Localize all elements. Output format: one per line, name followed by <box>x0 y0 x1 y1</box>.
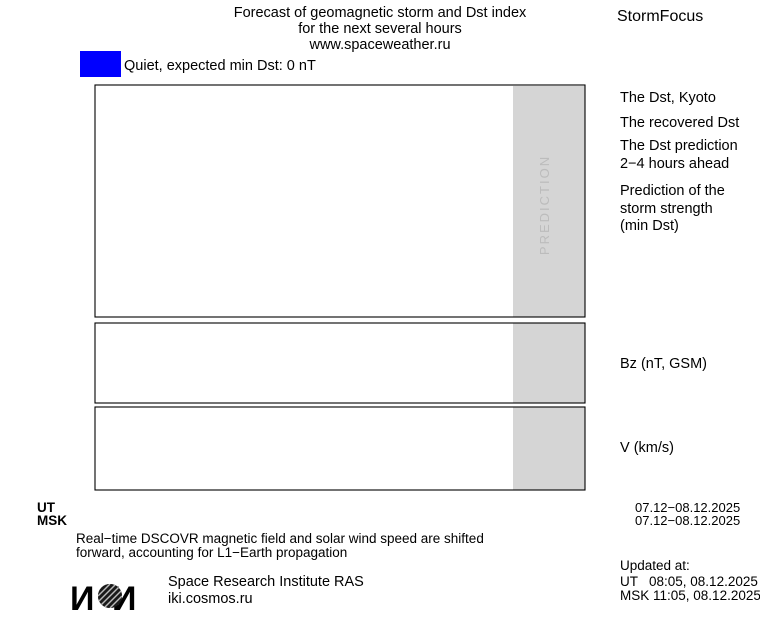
svg-text:PREDICTION: PREDICTION <box>537 155 552 255</box>
